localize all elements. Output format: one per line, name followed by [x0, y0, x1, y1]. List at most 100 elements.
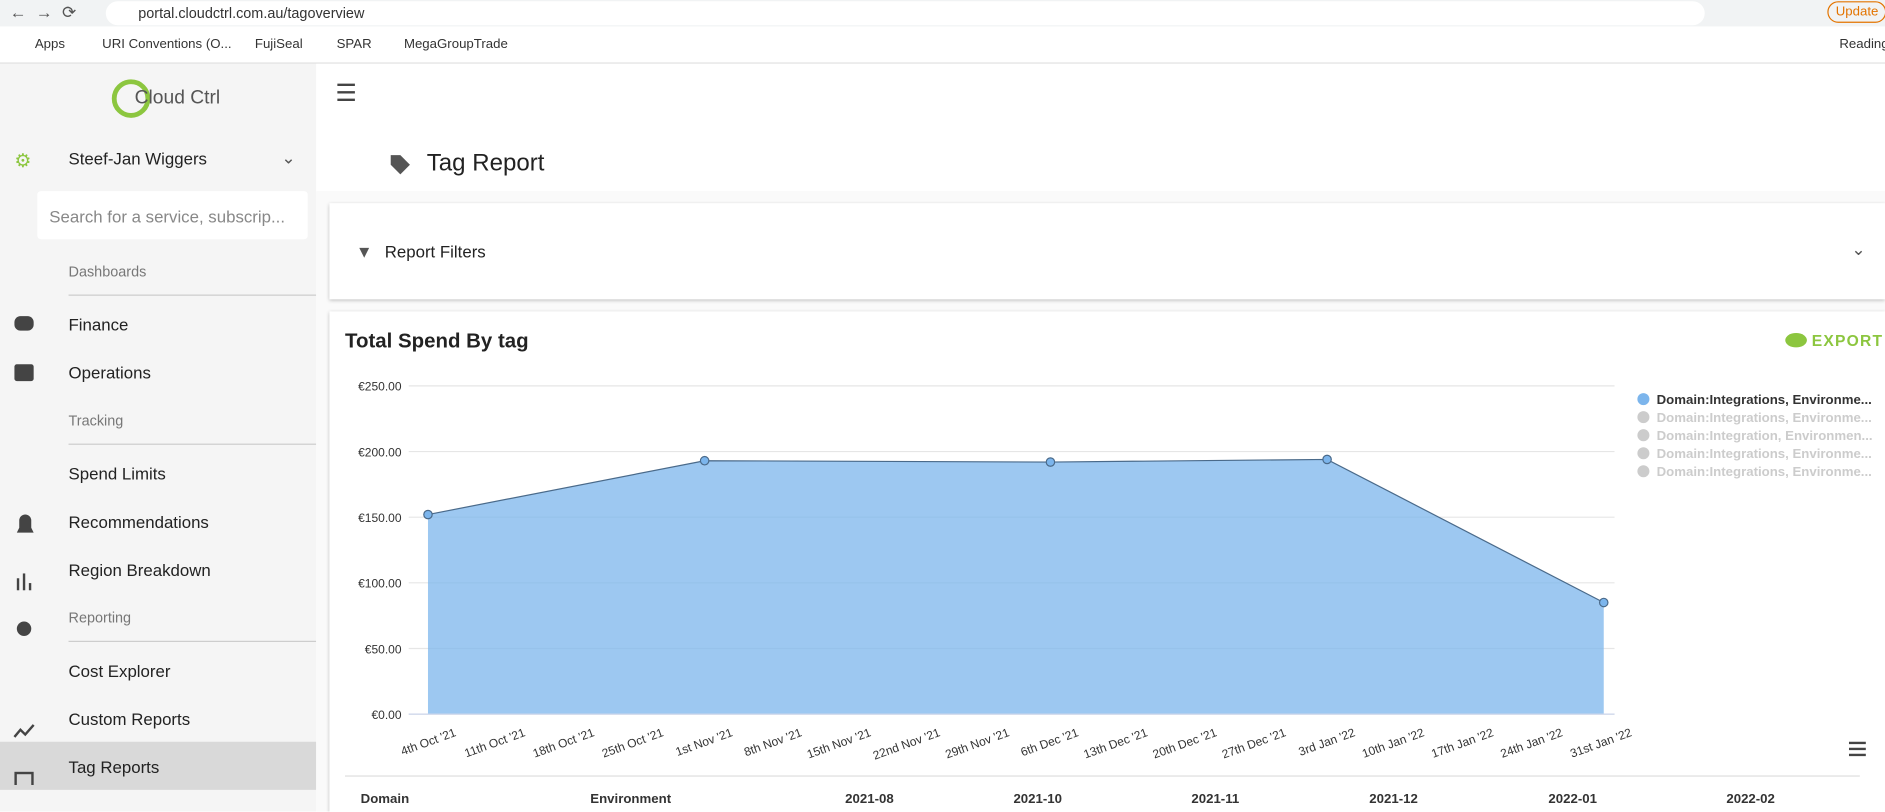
legend-marker[interactable] [1637, 429, 1650, 442]
x-tick-label: 13th Dec '21 [1082, 725, 1150, 761]
export-button[interactable]: EXPORT [1811, 331, 1884, 350]
filters-card[interactable]: ▼ Report Filters ⌄ [329, 203, 1885, 300]
y-tick-label: €50.00 [365, 642, 402, 656]
y-tick-label: €200.00 [358, 445, 402, 459]
bookmarks-bar: Apps URI Conventions (O... FujiSeal SPAR… [0, 26, 1885, 64]
bookmark[interactable]: FujiSeal [254, 37, 303, 52]
search-placeholder[interactable]: Search for a service, subscrip... [49, 206, 286, 227]
active-item-bg [0, 741, 317, 790]
point [1045, 457, 1056, 467]
x-tick-label: 22nd Nov '21 [871, 725, 942, 762]
nav-item[interactable]: Custom Reports [68, 709, 191, 729]
bookmark[interactable]: MegaGroupTrade [403, 37, 508, 52]
url[interactable]: portal.cloudctrl.com.au/tagoverview [138, 4, 365, 22]
nav-icons [13, 316, 35, 786]
point [1322, 454, 1332, 465]
bookmark[interactable]: Apps [34, 37, 66, 52]
bookmark[interactable]: SPAR [336, 37, 372, 52]
divider [68, 640, 317, 642]
x-tick-label: 18th Oct '21 [531, 725, 597, 760]
x-tick-label: 1st Nov '21 [674, 725, 735, 759]
point [423, 509, 433, 520]
update-button[interactable]: Update [1827, 1, 1885, 23]
x-tick-label: 11th Oct '21 [463, 725, 528, 760]
x-tick-label: 31st Jan '22 [1568, 725, 1634, 760]
table-divider [345, 775, 1860, 777]
chart-menu[interactable] [1848, 741, 1866, 757]
y-tick-label: €150.00 [358, 511, 402, 525]
legend-label[interactable]: Domain:Integration, Environmen... [1657, 428, 1873, 443]
legend-label[interactable]: Domain:Integrations, Environme... [1657, 464, 1872, 479]
nav-item[interactable]: Finance [68, 314, 129, 335]
x-tick-label: 27th Dec '21 [1220, 725, 1288, 761]
tag-icon [390, 155, 410, 175]
column-header[interactable]: 2021-10 [1013, 792, 1062, 807]
header: ☰ Tag Report [316, 63, 1885, 192]
logo-icon [111, 79, 151, 118]
nav-item[interactable]: Recommendations [68, 512, 209, 532]
x-tick-label: 3rd Jan '22 [1297, 725, 1358, 758]
legend-label[interactable]: Domain:Integrations, Environme... [1657, 392, 1872, 407]
url-field[interactable] [105, 1, 1705, 26]
logo: Cloud Ctrl [134, 87, 221, 109]
legend-marker[interactable] [1637, 411, 1650, 424]
legend-label[interactable]: Domain:Integrations, Environme... [1657, 446, 1872, 461]
chart-title: Total Spend By tag [345, 329, 529, 353]
nav-icons[interactable]: ← → ⟳ [9, 2, 77, 22]
bookmark[interactable]: URI Conventions (O... [102, 37, 232, 52]
page-title: Tag Report [426, 150, 545, 177]
x-tick-label: 10th Jan '22 [1360, 725, 1426, 761]
x-tick-label: 4th Oct '21 [399, 725, 458, 758]
column-header[interactable]: 2021-08 [845, 792, 894, 807]
reading-list[interactable]: Reading [1839, 37, 1885, 52]
y-tick-label: €250.00 [358, 380, 402, 394]
section-label: Dashboards [68, 263, 147, 281]
column-header[interactable]: Domain [360, 792, 410, 807]
x-tick-label: 6th Dec '21 [1019, 725, 1081, 759]
point [1598, 597, 1609, 608]
column-header[interactable]: 2022-02 [1726, 792, 1775, 807]
address-bar: ← → ⟳ portal.cloudctrl.com.au/tagovervie… [0, 0, 1885, 27]
nav-item[interactable]: Operations [68, 363, 151, 383]
filters-title[interactable]: Report Filters [384, 241, 486, 261]
sidebar: Cloud Ctrl ⚙ Steef-Jan Wiggers ⌄ Search … [0, 63, 317, 812]
area [427, 459, 1604, 715]
divider [68, 443, 317, 445]
x-tick-label: 25th Oct '21 [600, 725, 666, 760]
divider [68, 294, 317, 296]
y-tick-label: €100.00 [358, 577, 402, 591]
point [699, 455, 710, 466]
user-chevron[interactable]: ⌄ [281, 147, 296, 168]
y-tick-label: €0.00 [371, 708, 401, 722]
search-box[interactable] [37, 191, 308, 240]
menu-icon[interactable]: ☰ [335, 80, 357, 107]
nav-item[interactable]: Tag Reports [68, 757, 160, 777]
x-tick-label: 24th Jan '22 [1498, 725, 1564, 761]
expand-chevron[interactable]: ⌄ [1851, 239, 1866, 259]
user-name[interactable]: Steef-Jan Wiggers [68, 149, 207, 169]
nav-item[interactable]: Spend Limits [68, 464, 166, 484]
legend-label[interactable]: Domain:Integrations, Environme... [1657, 410, 1872, 425]
section-label: Reporting [68, 609, 132, 627]
column-header[interactable]: 2022-01 [1548, 792, 1597, 807]
legend-marker[interactable] [1637, 465, 1650, 478]
column-header[interactable]: 2021-12 [1369, 792, 1418, 807]
x-tick-label: 17th Jan '22 [1429, 725, 1495, 761]
filter-icon: ▼ [355, 241, 373, 261]
x-tick-label: 15th Nov '21 [805, 725, 873, 761]
column-header[interactable]: Environment [590, 792, 672, 807]
settings-icon: ⚙ [14, 151, 32, 172]
legend-marker[interactable] [1637, 447, 1650, 460]
section-label: Tracking [68, 412, 124, 430]
column-header[interactable]: 2021-11 [1191, 792, 1240, 807]
x-tick-label: 8th Nov '21 [742, 725, 804, 759]
legend-marker[interactable] [1637, 393, 1650, 406]
nav-item[interactable]: Cost Explorer [68, 661, 171, 681]
nav-item[interactable]: Region Breakdown [68, 560, 211, 580]
export-icon[interactable] [1784, 329, 1808, 348]
x-tick-label: 20th Dec '21 [1151, 725, 1219, 761]
x-tick-label: 29th Nov '21 [943, 725, 1011, 761]
